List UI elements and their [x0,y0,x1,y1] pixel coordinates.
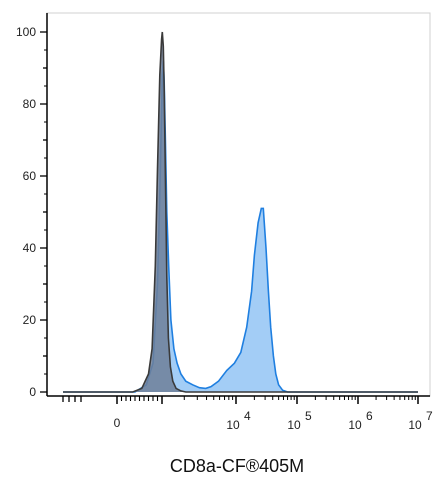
y-tick-label-20: 20 [23,313,37,327]
x-ticks: 0 10 4 10 5 10 6 10 7 [62,396,433,432]
x-tick-exponent: 6 [366,409,373,423]
series-0-area [63,60,418,393]
y-tick-label-60: 60 [23,169,37,183]
x-tick-label: 10 5 [287,409,312,432]
y-tick-label-0: 0 [29,385,36,399]
plot-frame [46,12,431,397]
x-tick-exponent: 5 [305,409,312,423]
y-tick-label-80: 80 [23,97,37,111]
x-tick-exponent: 4 [244,409,251,423]
y-ticks: 0 20 40 60 80 100 [16,25,47,399]
x-tick-base: 10 [348,418,362,432]
x-tick-label: 0 [114,416,121,430]
y-tick-label-100: 100 [16,25,36,39]
series-1-area [63,32,418,392]
x-tick-label: 10 7 [408,409,433,432]
x-tick-label: 10 6 [348,409,373,432]
x-tick-base: 0 [114,416,121,430]
series-1-line [63,31,418,393]
series-0-line [63,60,418,393]
x-tick-base: 10 [408,418,422,432]
x-tick-base: 10 [226,418,240,432]
y-tick-label-40: 40 [23,241,37,255]
x-axis-title: CD8a-CF®405M [170,456,304,476]
x-tick-label: 10 4 [226,409,251,432]
x-tick-exponent: 7 [426,409,433,423]
plot-area [63,31,418,393]
x-tick-base: 10 [287,418,301,432]
